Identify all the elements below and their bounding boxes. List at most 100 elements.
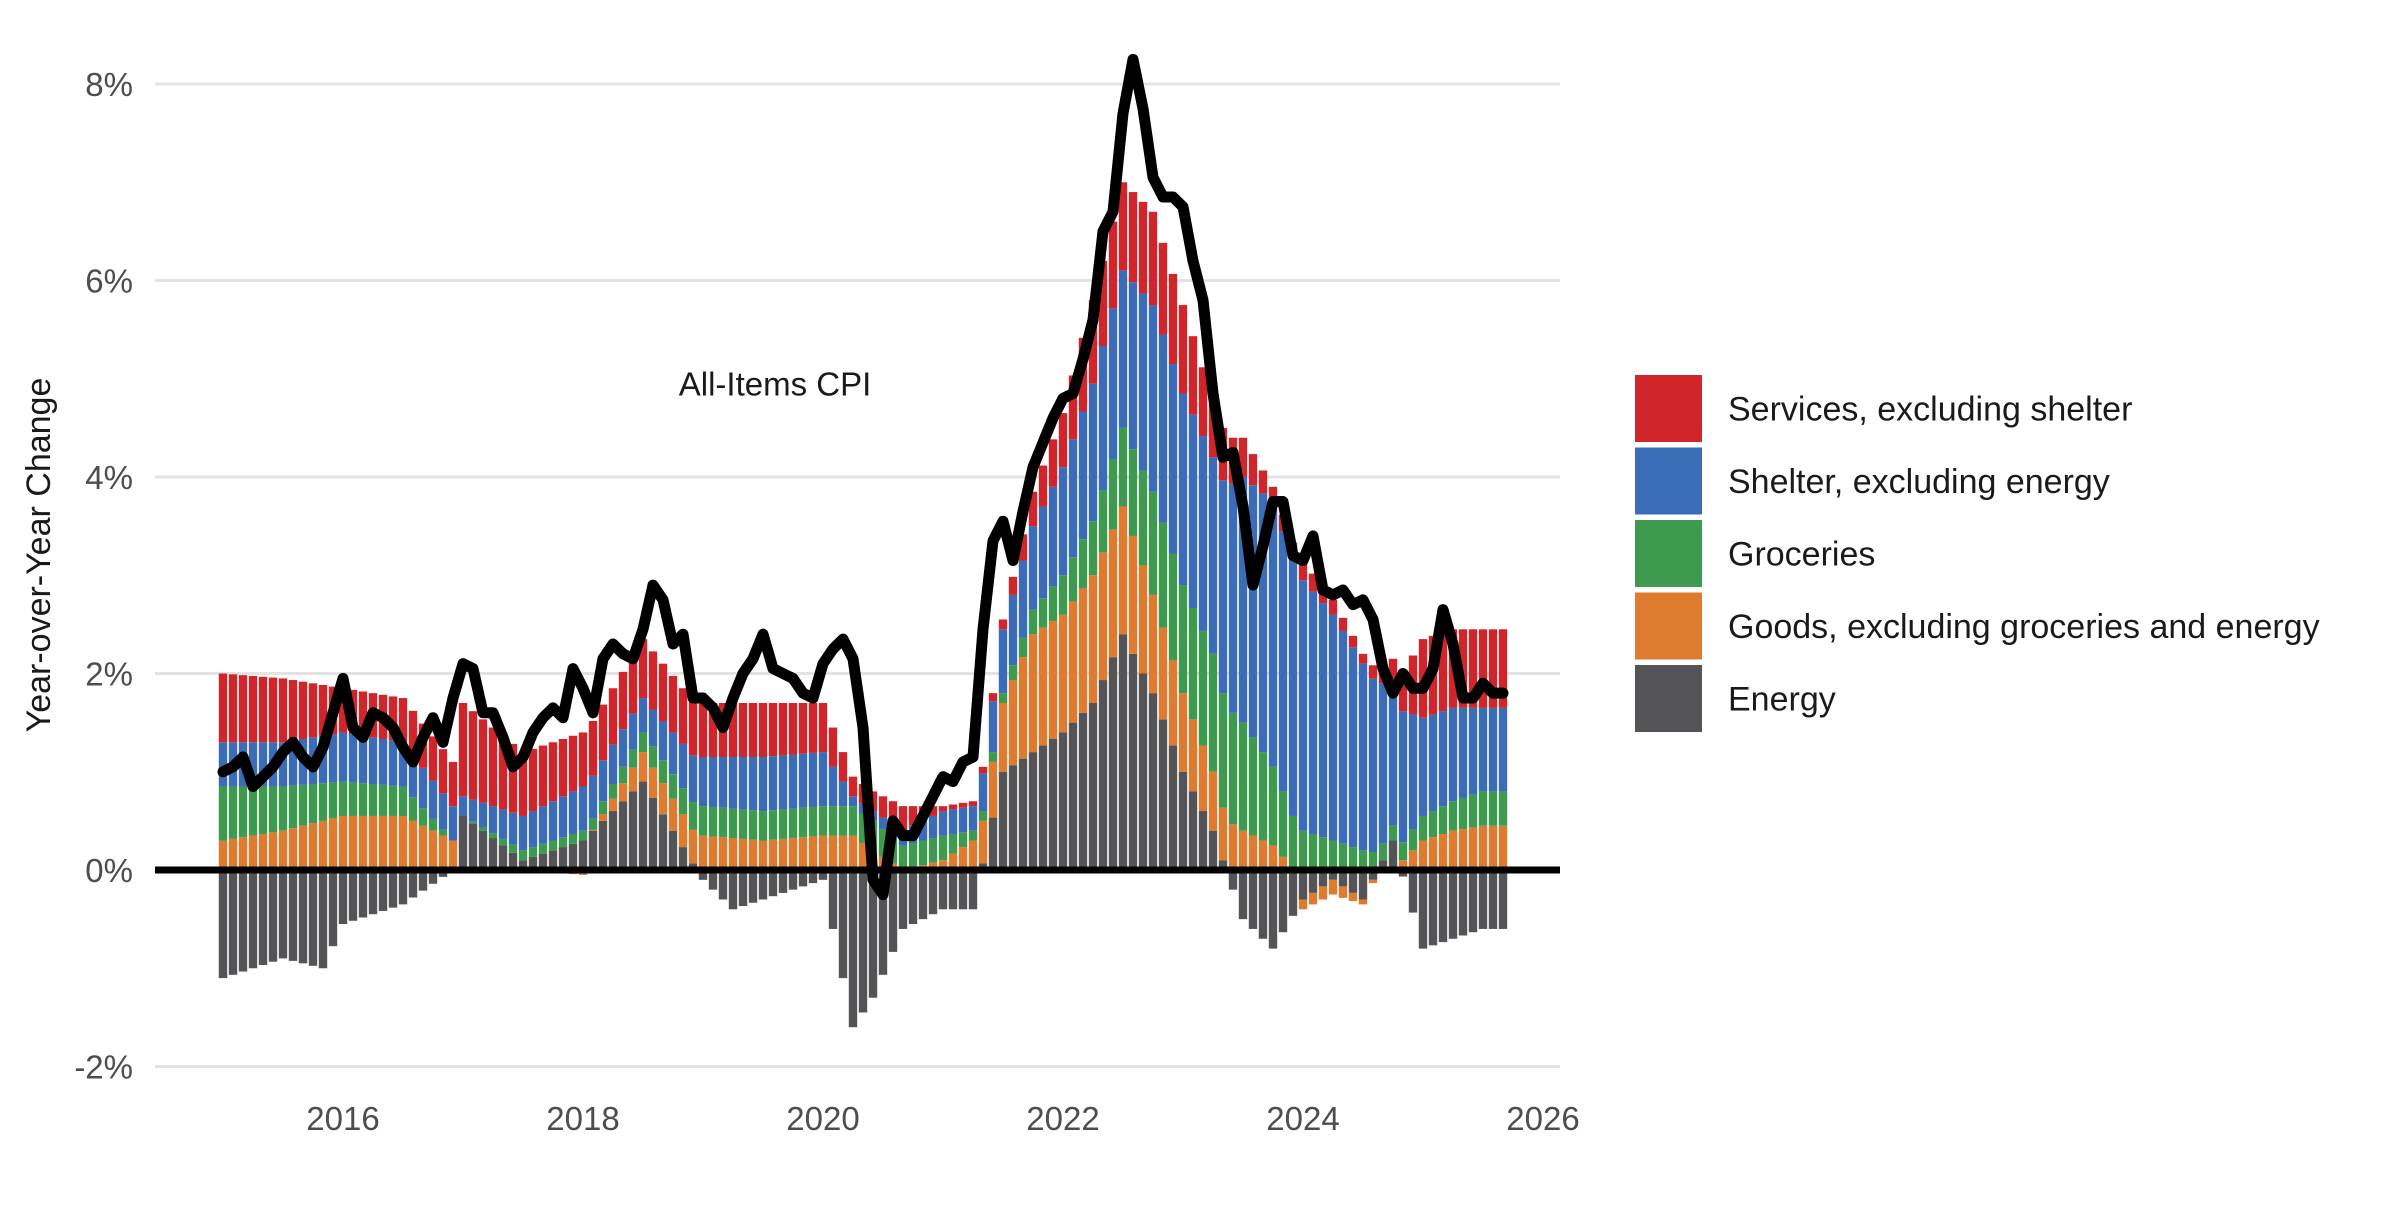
- bar-segment: [1258, 870, 1268, 939]
- bar-segment: [868, 870, 878, 998]
- axes: -2% 0% 2% 4% 6% 8% 2016 2018 2020 2022 2024 2026: [74, 66, 1579, 1137]
- bar-segment: [988, 817, 998, 870]
- bar-segment: [1388, 840, 1398, 870]
- bar-segment: [478, 802, 488, 828]
- bar-segment: [908, 870, 918, 925]
- bar-segment: [1358, 870, 1368, 900]
- bar-segment: [588, 720, 598, 776]
- bar-segment: [1428, 870, 1438, 946]
- bar-segment: [1308, 870, 1318, 893]
- bar-segment: [1488, 629, 1498, 708]
- bar-segment: [658, 783, 668, 815]
- bar-segment: [648, 651, 658, 710]
- bar-segment: [648, 767, 658, 798]
- bar-segment: [788, 870, 798, 890]
- bar-segment: [1018, 560, 1028, 638]
- bar-segment: [1118, 270, 1128, 428]
- bar-segment: [528, 811, 538, 848]
- bar-segment: [1248, 835, 1258, 870]
- bar-segment: [388, 785, 398, 816]
- bar-segment: [1438, 711, 1448, 807]
- bar-segment: [288, 785, 298, 829]
- bar-segment: [678, 743, 688, 789]
- bar-segment: [728, 702, 738, 758]
- bar-segment: [1448, 707, 1458, 802]
- bar-segment: [1168, 745, 1178, 870]
- bar-segment: [1298, 899, 1308, 910]
- bar-segment: [1308, 591, 1318, 834]
- bar-segment: [668, 732, 678, 775]
- y-tick-label: 8%: [85, 66, 133, 103]
- bar-segment: [1058, 467, 1068, 576]
- bar-segment: [288, 680, 298, 741]
- bar-segment: [1108, 458, 1118, 530]
- bar-segment: [958, 870, 968, 910]
- bar-segment: [658, 663, 668, 721]
- bar-segment: [708, 757, 718, 807]
- bar-segment: [298, 784, 308, 826]
- bar-segment: [1418, 840, 1428, 870]
- bar-segment: [388, 815, 398, 870]
- bar-segment: [1118, 506, 1128, 635]
- bar-segment: [1308, 573, 1318, 592]
- bar-segment: [1198, 436, 1208, 631]
- legend-swatch: [1635, 375, 1702, 442]
- bar-segment: [1088, 575, 1098, 703]
- bar-segment: [778, 838, 788, 870]
- bar-segment: [788, 808, 798, 839]
- bar-segment: [748, 702, 758, 758]
- bar-segment: [1338, 843, 1348, 870]
- bar-segment: [488, 806, 498, 834]
- bar-segment: [218, 786, 228, 841]
- bar-segment: [278, 742, 288, 787]
- bar-segment: [988, 701, 998, 753]
- bar-segment: [1468, 870, 1478, 933]
- bar-segment: [348, 870, 358, 921]
- bar-segment: [698, 702, 708, 758]
- bar-segment: [368, 815, 378, 870]
- bar-segment: [608, 798, 618, 812]
- bar-segment: [848, 796, 858, 807]
- bar-segment: [588, 830, 598, 870]
- bar-segment: [1128, 192, 1138, 283]
- bar-segment: [1368, 665, 1378, 679]
- bar-segment: [848, 776, 858, 797]
- bar-segment: [498, 838, 508, 846]
- bar-segment: [1178, 305, 1188, 394]
- bar-segment: [1078, 712, 1088, 870]
- bar-segment: [528, 847, 538, 857]
- bar-segment: [1238, 870, 1248, 920]
- bar-segment: [1428, 837, 1438, 870]
- legend-label: Groceries: [1728, 536, 1875, 574]
- bar-segment: [668, 798, 678, 831]
- bar-segment: [418, 825, 428, 870]
- bar-segment: [1248, 454, 1258, 486]
- bar-segment: [1338, 886, 1348, 898]
- bar-segment: [1148, 211, 1158, 306]
- bar-segment: [458, 815, 468, 870]
- bar-segment: [358, 691, 368, 736]
- bar-segment: [1158, 334, 1168, 523]
- bar-segment: [438, 835, 448, 870]
- bar-segment: [1148, 305, 1158, 492]
- bar-segment: [1398, 711, 1408, 843]
- bar-segment: [398, 698, 408, 743]
- bar-segment: [878, 817, 888, 830]
- bar-segment: [1268, 766, 1278, 846]
- bar-segment: [338, 781, 348, 816]
- bar-segment: [708, 836, 718, 870]
- bar-segment: [338, 815, 348, 870]
- bar-segment: [408, 870, 418, 898]
- bar-segment: [1048, 586, 1058, 622]
- bar-segment: [1478, 825, 1488, 870]
- bar-segment: [438, 829, 448, 836]
- bar-segment: [1438, 806, 1448, 834]
- bar-segment: [1348, 892, 1358, 902]
- bar-segment: [428, 780, 438, 819]
- bar-segment: [1468, 827, 1478, 870]
- bar-segment: [988, 693, 998, 702]
- bar-segment: [1298, 560, 1308, 581]
- bar-segment: [218, 870, 228, 979]
- bar-segment: [388, 696, 398, 741]
- bar-segment: [798, 837, 808, 870]
